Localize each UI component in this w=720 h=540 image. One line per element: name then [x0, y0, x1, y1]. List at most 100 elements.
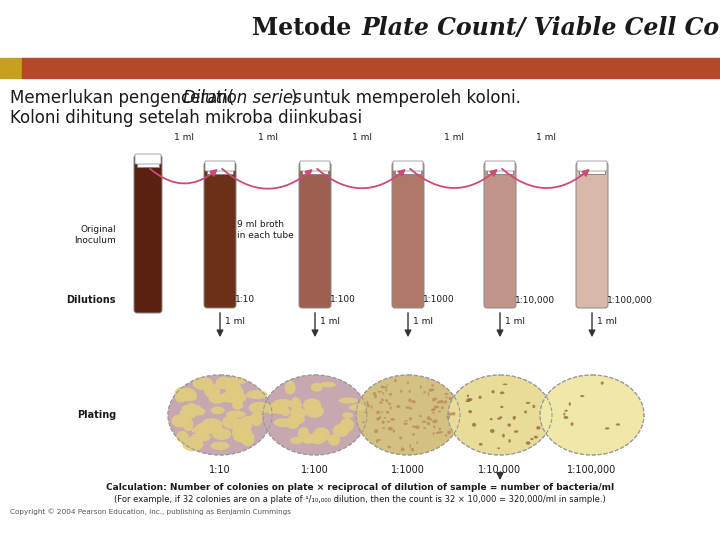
Ellipse shape [422, 421, 427, 423]
Ellipse shape [228, 392, 247, 403]
Bar [207, 164, 233, 174]
Ellipse shape [600, 381, 603, 384]
Ellipse shape [434, 420, 438, 423]
Ellipse shape [305, 434, 319, 443]
FancyBboxPatch shape [134, 155, 162, 313]
Ellipse shape [356, 375, 460, 455]
Ellipse shape [232, 425, 249, 440]
Bar [302, 164, 328, 174]
Ellipse shape [376, 440, 379, 443]
Ellipse shape [513, 416, 516, 419]
Ellipse shape [580, 395, 585, 397]
Ellipse shape [290, 437, 303, 444]
Ellipse shape [201, 418, 222, 431]
Text: Koloni dihitung setelah mikroba diinkubasi: Koloni dihitung setelah mikroba diinkuba… [10, 109, 362, 127]
Ellipse shape [374, 429, 378, 433]
Ellipse shape [212, 394, 233, 402]
Ellipse shape [437, 401, 441, 403]
Text: 1:10,000: 1:10,000 [515, 295, 555, 305]
Ellipse shape [174, 387, 188, 403]
Ellipse shape [266, 404, 276, 415]
Ellipse shape [396, 405, 400, 408]
Ellipse shape [379, 416, 381, 419]
Ellipse shape [428, 389, 433, 392]
Ellipse shape [412, 426, 416, 428]
Ellipse shape [416, 442, 418, 444]
Ellipse shape [415, 426, 420, 429]
Ellipse shape [366, 401, 369, 404]
Ellipse shape [491, 390, 495, 393]
Ellipse shape [430, 417, 432, 421]
Ellipse shape [382, 411, 383, 413]
Ellipse shape [446, 396, 447, 399]
Ellipse shape [616, 423, 620, 426]
Ellipse shape [433, 406, 438, 408]
Ellipse shape [328, 434, 340, 446]
Ellipse shape [395, 379, 397, 382]
Ellipse shape [342, 412, 354, 418]
Ellipse shape [436, 431, 440, 434]
Ellipse shape [182, 437, 203, 451]
Ellipse shape [382, 427, 385, 429]
Ellipse shape [222, 415, 240, 429]
Text: 1:10: 1:10 [235, 295, 255, 305]
Ellipse shape [423, 391, 426, 394]
Text: 1 ml: 1 ml [351, 132, 372, 141]
Ellipse shape [605, 427, 610, 429]
Text: 1 ml: 1 ml [444, 132, 464, 141]
Text: Plating: Plating [77, 410, 116, 420]
Ellipse shape [211, 407, 225, 414]
Ellipse shape [290, 408, 307, 419]
Text: 1:10,000: 1:10,000 [478, 465, 521, 475]
Ellipse shape [508, 439, 511, 443]
Ellipse shape [194, 423, 212, 436]
Ellipse shape [179, 391, 195, 399]
Ellipse shape [282, 408, 290, 416]
Bar [579, 164, 605, 174]
Ellipse shape [371, 405, 372, 409]
Ellipse shape [376, 417, 380, 421]
Ellipse shape [386, 411, 390, 414]
Ellipse shape [472, 423, 476, 427]
Ellipse shape [432, 420, 436, 423]
Ellipse shape [234, 434, 247, 442]
Ellipse shape [211, 442, 230, 450]
Ellipse shape [298, 427, 310, 441]
Ellipse shape [274, 418, 292, 427]
Ellipse shape [246, 390, 268, 399]
Ellipse shape [311, 383, 323, 391]
Ellipse shape [286, 417, 300, 429]
Ellipse shape [212, 428, 231, 440]
Ellipse shape [445, 434, 447, 436]
Text: 9 ml broth
in each tube: 9 ml broth in each tube [237, 220, 294, 240]
Text: 1 ml: 1 ml [536, 132, 556, 141]
Ellipse shape [388, 427, 393, 431]
Ellipse shape [508, 423, 511, 427]
Bar [487, 164, 513, 174]
Ellipse shape [433, 432, 434, 435]
Ellipse shape [569, 402, 571, 406]
Ellipse shape [431, 408, 435, 411]
Ellipse shape [180, 407, 197, 419]
Ellipse shape [225, 385, 243, 400]
Ellipse shape [564, 409, 567, 412]
Ellipse shape [490, 429, 495, 433]
Ellipse shape [500, 406, 503, 408]
Ellipse shape [468, 398, 472, 401]
Ellipse shape [530, 438, 534, 440]
Ellipse shape [382, 421, 384, 424]
Ellipse shape [433, 397, 437, 400]
Ellipse shape [171, 414, 189, 427]
Ellipse shape [564, 416, 568, 419]
Text: 1:100: 1:100 [330, 295, 356, 305]
Text: 1:100,000: 1:100,000 [607, 295, 653, 305]
Ellipse shape [405, 406, 410, 409]
Text: 1 ml: 1 ml [413, 318, 433, 327]
Ellipse shape [226, 390, 239, 399]
Ellipse shape [444, 400, 447, 403]
Ellipse shape [499, 416, 503, 419]
Text: Dilution series: Dilution series [183, 89, 302, 107]
Ellipse shape [271, 403, 288, 414]
Ellipse shape [303, 399, 321, 411]
Ellipse shape [377, 439, 382, 441]
